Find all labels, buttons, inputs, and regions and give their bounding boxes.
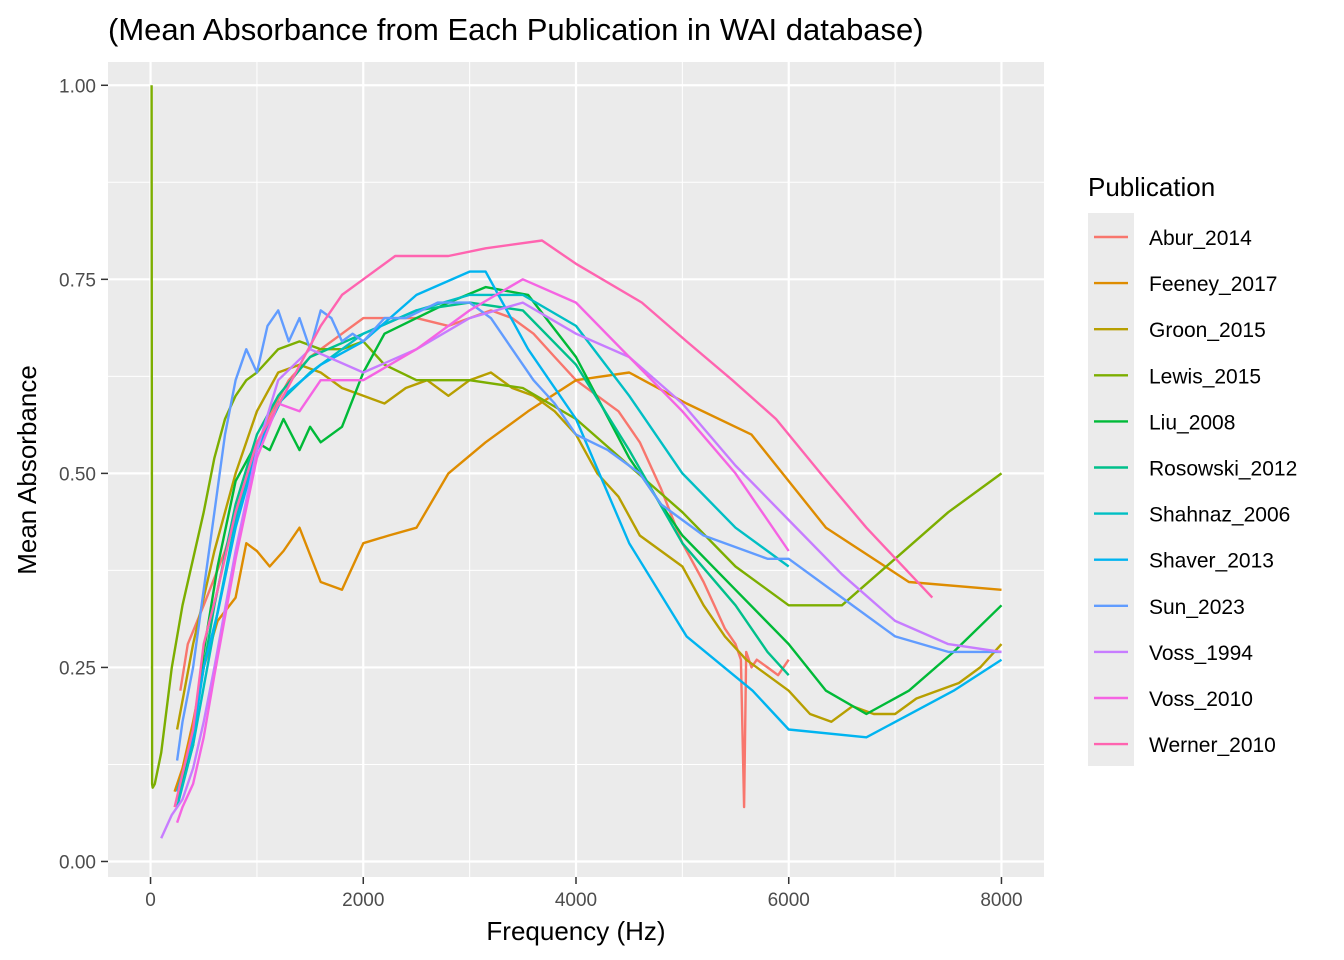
legend-label: Groon_2015 bbox=[1149, 319, 1266, 342]
legend-label: Shahnaz_2006 bbox=[1149, 504, 1290, 527]
legend-label: Lewis_2015 bbox=[1149, 365, 1261, 388]
legend-title: Publication bbox=[1088, 172, 1215, 202]
legend-label: Liu_2008 bbox=[1149, 411, 1235, 434]
y-tick-label: 0.75 bbox=[59, 270, 96, 291]
chart-title: (Mean Absorbance from Each Publication i… bbox=[108, 12, 924, 47]
x-tick-label: 0 bbox=[145, 890, 156, 911]
y-tick-label: 0.00 bbox=[59, 852, 96, 873]
x-axis: 0 2000 4000 6000 8000 bbox=[145, 877, 1022, 911]
legend-label: Werner_2010 bbox=[1149, 734, 1276, 757]
y-tick-label: 1.00 bbox=[59, 76, 96, 97]
y-axis: 0.00 0.25 0.50 0.75 1.00 bbox=[59, 76, 108, 873]
x-tick-label: 4000 bbox=[555, 890, 597, 911]
legend-label: Abur_2014 bbox=[1149, 227, 1252, 250]
x-tick-label: 8000 bbox=[980, 890, 1022, 911]
y-tick-label: 0.50 bbox=[59, 464, 96, 485]
x-tick-label: 6000 bbox=[768, 890, 810, 911]
y-tick-label: 0.25 bbox=[59, 658, 96, 679]
legend-label: Voss_1994 bbox=[1149, 642, 1253, 665]
legend-label: Feeney_2017 bbox=[1149, 273, 1277, 296]
legend-label: Voss_2010 bbox=[1149, 688, 1253, 711]
x-tick-label: 2000 bbox=[342, 890, 384, 911]
legend-label: Sun_2023 bbox=[1149, 596, 1245, 619]
legend-key-background bbox=[1088, 213, 1134, 766]
legend-label: Rosowski_2012 bbox=[1149, 458, 1297, 481]
x-axis-label: Frequency (Hz) bbox=[486, 916, 665, 946]
y-axis-label: Mean Absorbance bbox=[12, 365, 42, 575]
legend-label: Shaver_2013 bbox=[1149, 550, 1274, 573]
